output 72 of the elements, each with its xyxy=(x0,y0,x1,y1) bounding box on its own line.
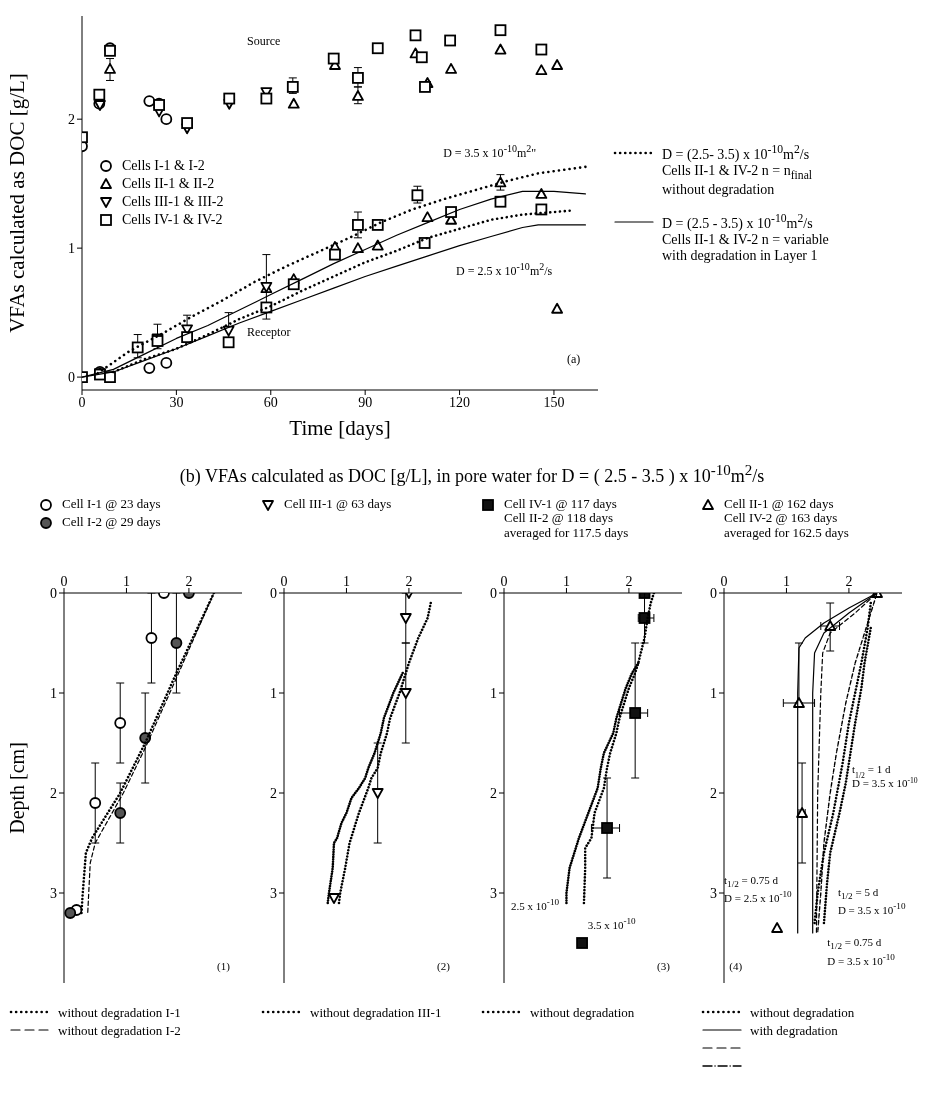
annotation: 2.5 x 10$^{-10}$ xyxy=(511,897,560,912)
x-tick-label: 2 xyxy=(845,574,853,589)
legend-label: without degradation III-1 xyxy=(310,1004,442,1021)
legend-label: Cell I-1 @ 23 days xyxy=(62,496,161,512)
x-tick-label: 0 xyxy=(500,574,508,589)
legend-label: Cell III-1 @ 63 days xyxy=(284,496,392,512)
y-tick-label: 3 xyxy=(50,885,57,901)
x-tick-label: 90 xyxy=(358,394,373,410)
x-tick-label: 1 xyxy=(342,574,350,589)
y-axis-title: Depth [cm] xyxy=(6,742,30,834)
y-tick-label: 3 xyxy=(710,885,717,901)
y-tick-label: 0 xyxy=(710,585,717,601)
y-tick-label: 1 xyxy=(490,685,497,701)
text: (b) VFAs calculated as DOC [g/L], in pore water for D = ( 2.5 - 3.5 ) x 10$^{-10}$m$^{2}$/s xyxy=(179,462,765,486)
annotation: (2) xyxy=(437,959,450,972)
legend-label: without degradation I-1 xyxy=(58,1004,181,1021)
annotation: t$_{1/2}$ = 0.75 d D = 3.5 x 10$^{-10}$ xyxy=(827,936,895,967)
text: D = (2.5- 3.5) x 10$^{-10}$m$^{2}$/s Cells II-1 & IV-2 n = n$_{final}$ without degradation xyxy=(662,143,813,197)
annotation: t$_{1/2}$ = 5 d D = 3.5 x 10$^{-10}$ xyxy=(837,885,906,916)
y-tick-label: 2 xyxy=(68,112,75,128)
y-tick-label: 0 xyxy=(490,585,497,601)
x-tick-label: 120 xyxy=(449,394,471,410)
legend-label: without degradation xyxy=(750,1004,855,1021)
y-tick-label: 0 xyxy=(270,585,277,601)
legend-label: D = (2.5 - 3.5) x 10$^{-10}$m$^{2}$/s Cells II-1 & IV-2 n = variable with degradation in Layer 1 xyxy=(662,212,829,264)
y-tick-label: 3 xyxy=(490,885,497,901)
y-tick-label: 2 xyxy=(270,785,277,801)
annotation: 3.5 x 10$^{-10}$ xyxy=(587,916,636,932)
x-tick-label: 30 xyxy=(169,394,184,410)
y-tick-label: 0 xyxy=(68,370,75,386)
annotation: Receptor xyxy=(247,325,291,340)
x-tick-label: 0 xyxy=(78,394,86,410)
annotation: D = 3.5 x 10$^{-10}$m$^{2}$" xyxy=(443,143,537,161)
x-tick-label: 1 xyxy=(562,574,570,589)
legend-label: with degradation xyxy=(750,1022,838,1039)
annotation: (1) xyxy=(217,959,230,972)
legend-label: Cells I-1 & I-2 xyxy=(122,158,205,174)
annotation: (3) xyxy=(657,959,670,972)
legend-label: Cells III-1 & III-2 xyxy=(122,194,224,210)
annotation: t$_{1/2}$ = 1 d D = 3.5 x 10$^{-10}$ xyxy=(852,763,918,789)
y-tick-label: 0 xyxy=(50,585,57,601)
x-tick-label: 0 xyxy=(280,574,288,589)
y-tick-label: 1 xyxy=(50,685,57,701)
x-tick-label: 0 xyxy=(720,574,728,589)
annotation: D = 2.5 x 10$^{-10}$m$^{2}$/s xyxy=(456,260,553,278)
x-tick-label: 2 xyxy=(625,574,633,589)
y-tick-label: 1 xyxy=(270,685,277,701)
legend-label: Cell IV-1 @ 117 days Cell II-2 @ 118 days averaged for 117.5 days xyxy=(504,496,629,540)
x-tick-label: 1 xyxy=(122,574,130,589)
y-tick-label: 2 xyxy=(50,785,57,801)
legend-label: Cell II-1 @ 162 days Cell IV-2 @ 163 days averaged for 162.5 days xyxy=(724,496,849,540)
x-tick-label: 60 xyxy=(263,394,278,410)
x-tick-label: 2 xyxy=(405,574,413,589)
legend-label: without degradation xyxy=(530,1004,635,1021)
annotation: t$_{1/2}$ = 0.75 d D = 2.5 x 10$^{-10}$ xyxy=(724,873,792,905)
y-tick-label: 1 xyxy=(68,241,75,257)
legend-label: without degradation I-2 xyxy=(58,1022,181,1039)
annotation: (4) xyxy=(729,959,743,972)
legend-label: Cells IV-1 & IV-2 xyxy=(122,212,223,228)
y-axis-title: VFAs calculated as DOC [g/L] xyxy=(5,73,30,333)
x-tick-label: 150 xyxy=(543,394,565,410)
y-tick-label: 2 xyxy=(490,785,497,801)
x-tick-label: 2 xyxy=(185,574,193,589)
y-tick-label: 1 xyxy=(710,685,717,701)
x-axis-title: Time [days] xyxy=(289,416,391,440)
annotation: Source xyxy=(247,33,281,48)
legend-label: Cell I-2 @ 29 days xyxy=(62,514,161,530)
x-tick-label: 1 xyxy=(782,574,790,589)
y-tick-label: 2 xyxy=(710,785,717,801)
annotation: (a) xyxy=(567,351,581,366)
legend-label: Cells II-1 & II-2 xyxy=(122,176,215,192)
y-tick-label: 3 xyxy=(270,885,277,901)
